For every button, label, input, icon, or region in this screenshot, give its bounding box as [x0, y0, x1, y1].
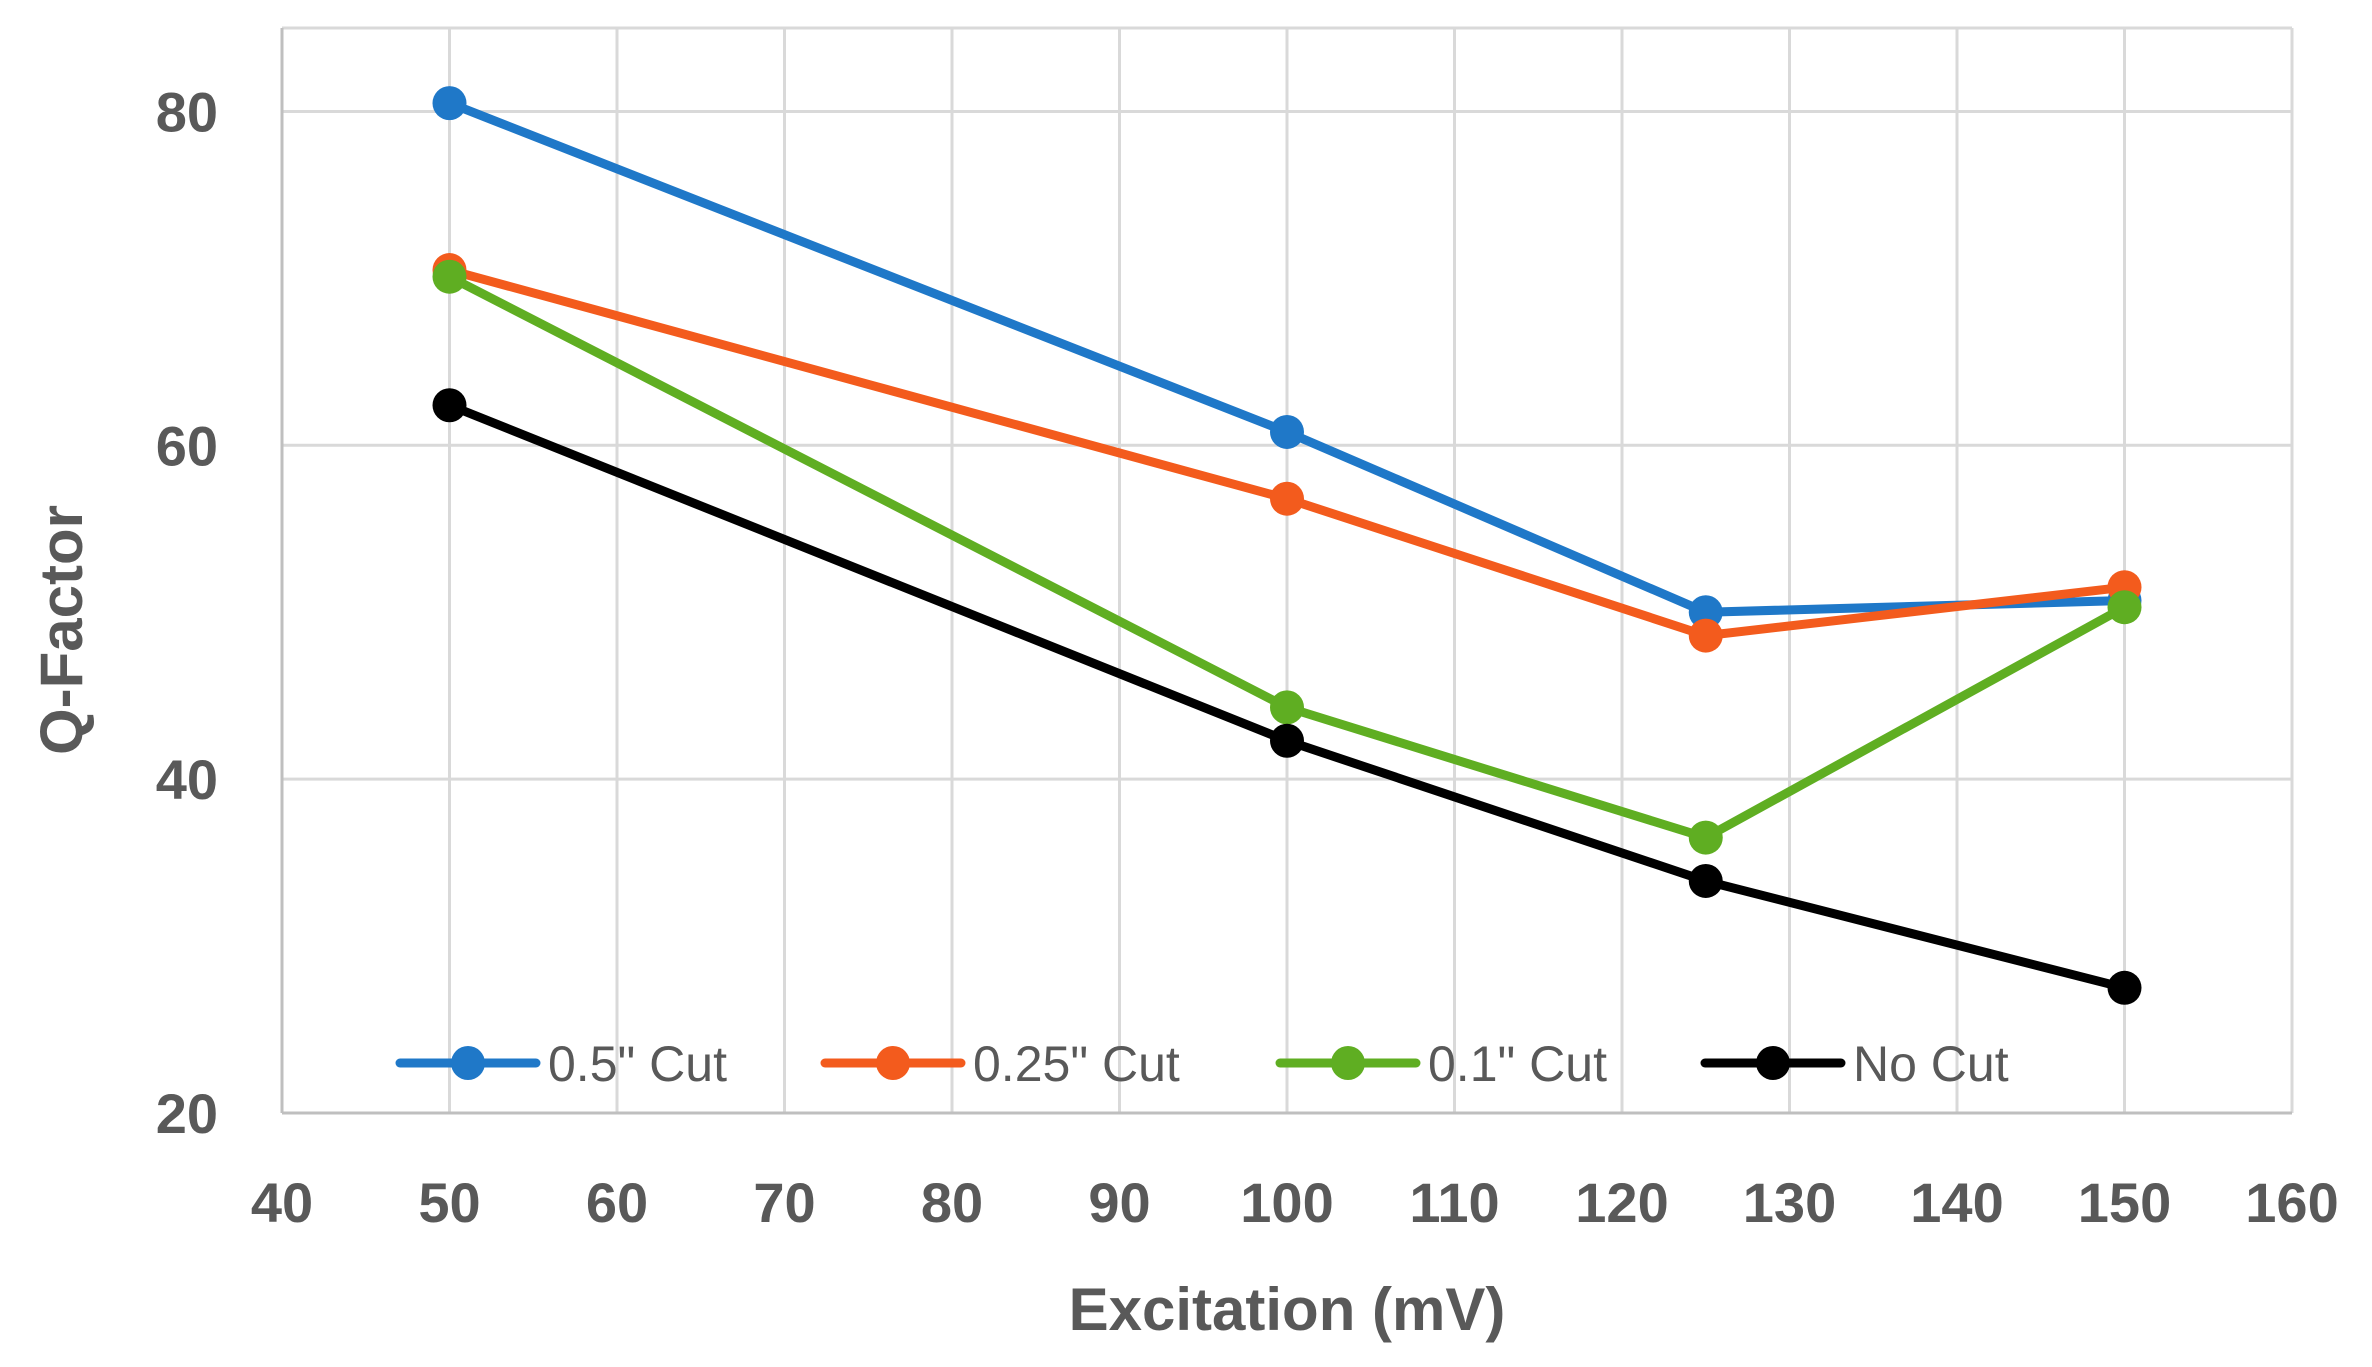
y-tick-label-40: 40 [156, 748, 218, 811]
point-no-cut-125 [1688, 863, 1723, 898]
series-line-0-1-cut [445, 272, 2129, 843]
series-line-0-5-cut [445, 98, 2129, 617]
point-0-5-cut-100 [1270, 414, 1304, 449]
legend-item-0-25-cut: 0.25" Cut [820, 1036, 1180, 1092]
legend-swatch-marker [1331, 1046, 1365, 1080]
series [432, 86, 2142, 1005]
legend-label: No Cut [1853, 1036, 2009, 1092]
point-no-cut-150 [2107, 970, 2142, 1005]
x-tick-label-40: 40 [251, 1171, 313, 1234]
x-tick-label-150: 150 [2078, 1171, 2171, 1234]
x-tick-label-60: 60 [586, 1171, 648, 1234]
legend-swatch-marker [451, 1046, 485, 1080]
series-no-cut [432, 388, 2142, 1005]
point-0-1-cut-50 [432, 259, 467, 294]
series-line-0-25-cut [445, 265, 2129, 641]
legend-item-no-cut: No Cut [1700, 1036, 2009, 1092]
x-tick-label-140: 140 [1910, 1171, 2003, 1234]
legend-label: 0.1" Cut [1428, 1036, 1607, 1092]
y-tick-label-60: 60 [156, 414, 218, 477]
x-tick-label-70: 70 [753, 1171, 815, 1234]
y-tick-label-20: 20 [156, 1082, 218, 1145]
point-0-5-cut-125 [1688, 595, 1723, 630]
legend-item-0-1-cut: 0.1" Cut [1275, 1036, 1607, 1092]
point-0-1-cut-125 [1688, 820, 1723, 855]
y-tick-label-80: 80 [156, 80, 218, 143]
point-0-25-cut-125 [1688, 618, 1723, 653]
tick-labels: 40 50 60 70 80 90 100 110 120 130 140 150 160 20 40 60 8… [156, 80, 2339, 1234]
legend-swatch-marker [876, 1046, 910, 1080]
legend-swatch-marker [1756, 1046, 1790, 1080]
axes [280, 28, 2292, 1115]
legend-label: 0.5" Cut [548, 1036, 727, 1092]
legend-label: 0.25" Cut [973, 1036, 1180, 1092]
legend: 0.5" Cut 0.25" Cut 0.1" Cut No Cut [395, 1036, 2009, 1092]
point-0-1-cut-150 [2107, 590, 2142, 625]
x-tick-label-110: 110 [1409, 1171, 1499, 1234]
series-0-25-cut [432, 253, 2142, 653]
x-tick-label-100: 100 [1240, 1171, 1333, 1234]
x-tick-label-160: 160 [2245, 1171, 2338, 1234]
x-tick-label-120: 120 [1575, 1171, 1668, 1234]
point-0-1-cut-100 [1270, 690, 1304, 725]
x-axis-title: Excitation (mV) [1069, 1276, 1506, 1343]
x-tick-label-90: 90 [1088, 1171, 1150, 1234]
point-0-5-cut-50 [432, 86, 467, 121]
series-line-no-cut [445, 400, 2129, 993]
y-axis-title: Q-Factor [28, 505, 95, 755]
series-0-1-cut [432, 259, 2142, 855]
x-tick-label-80: 80 [921, 1171, 983, 1234]
x-tick-label-50: 50 [418, 1171, 480, 1234]
point-0-25-cut-100 [1270, 481, 1304, 516]
x-tick-label-130: 130 [1743, 1171, 1836, 1234]
legend-item-0-5-cut: 0.5" Cut [395, 1036, 727, 1092]
point-no-cut-50 [432, 388, 467, 423]
point-no-cut-100 [1270, 723, 1304, 758]
